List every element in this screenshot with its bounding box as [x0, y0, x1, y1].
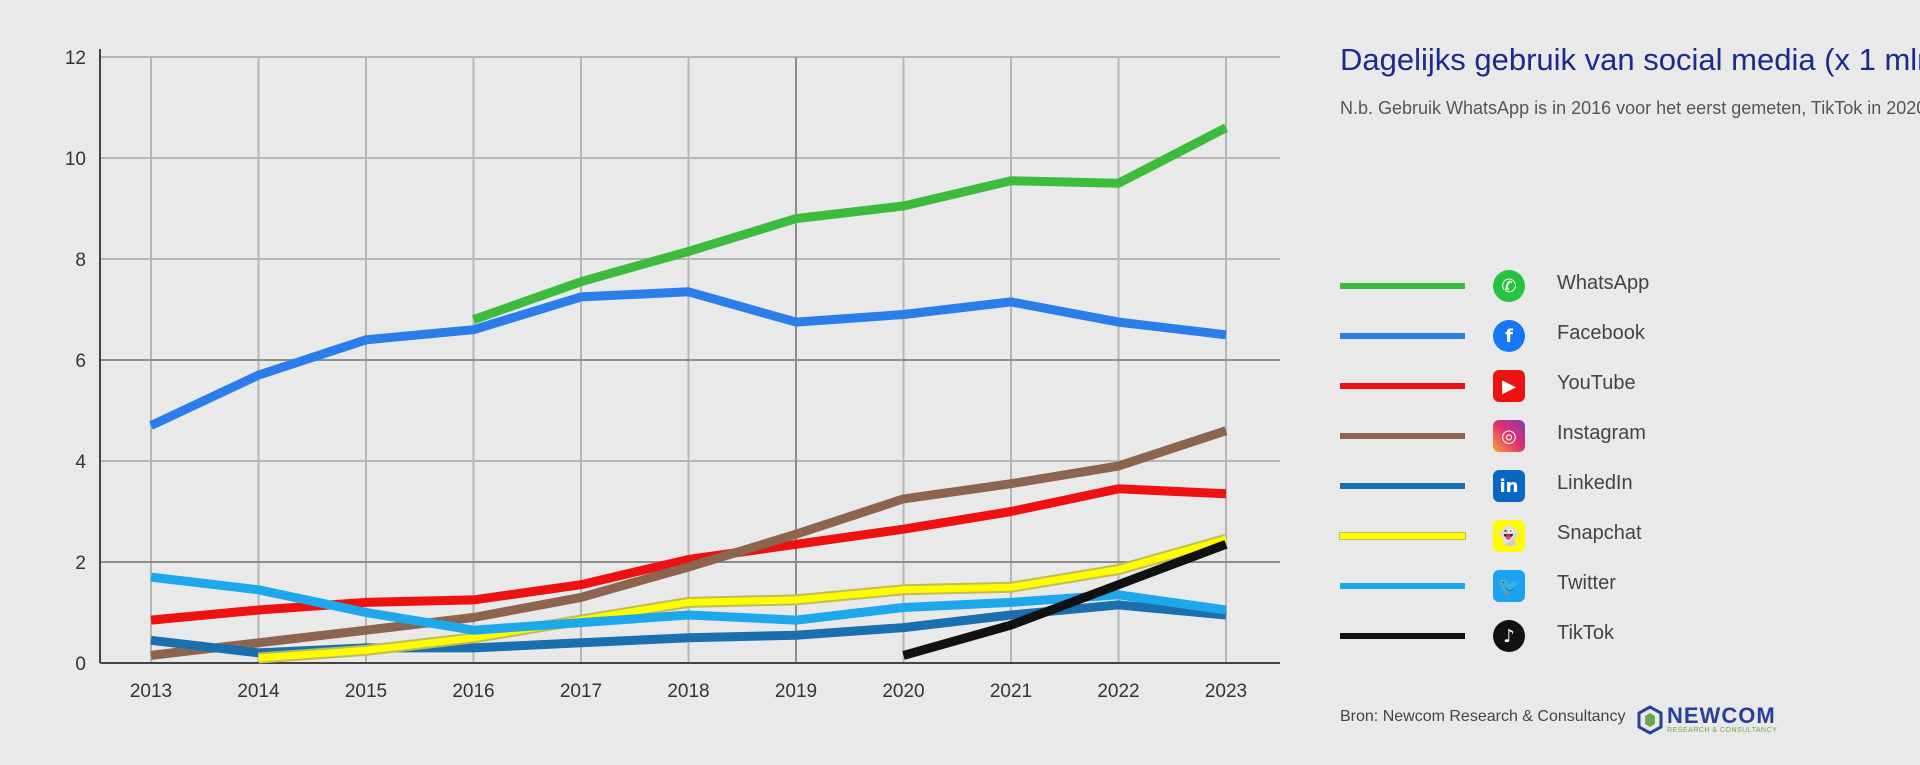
linkedin-icon: in — [1493, 470, 1525, 502]
logo-name: NEWCOM — [1667, 703, 1776, 728]
facebook-icon: f — [1493, 320, 1525, 352]
chart-subtitle: N.b. Gebruik WhatsApp is in 2016 voor he… — [1340, 98, 1920, 118]
legend-item-tiktok: ♪ TikTok — [1340, 610, 1900, 660]
series-line-twitter — [150, 572, 1227, 635]
y-tick-label: 4 — [75, 452, 86, 473]
legend-swatch-facebook — [1340, 333, 1465, 339]
legend-label-instagram: Instagram — [1557, 422, 1646, 444]
legend-swatch-snapchat — [1340, 533, 1465, 539]
series-line-facebook — [149, 287, 1227, 430]
x-tick-label: 2020 — [882, 681, 924, 702]
x-tick-label: 2022 — [1097, 681, 1139, 702]
series-line-tiktok — [902, 540, 1228, 660]
legend-item-linkedin: in LinkedIn — [1340, 460, 1900, 510]
x-tick-label: 2021 — [990, 681, 1032, 702]
x-tick-label: 2014 — [237, 681, 280, 702]
legend-label-whatsapp: WhatsApp — [1557, 272, 1650, 294]
tiktok-icon: ♪ — [1493, 620, 1525, 652]
y-tick-label: 8 — [75, 250, 86, 271]
legend-item-instagram: ◎ Instagram — [1340, 410, 1900, 460]
legend-label-facebook: Facebook — [1557, 322, 1645, 344]
legend-swatch-youtube — [1340, 383, 1465, 389]
y-tick-label: 2 — [75, 553, 86, 574]
legend: ✆ WhatsApp f Facebook ▶ YouTube ◎ Instagram in Li… — [1340, 260, 1900, 660]
series-line-instagram — [150, 426, 1228, 660]
twitter-icon: 🐦 — [1493, 570, 1525, 602]
legend-label-twitter: Twitter — [1557, 572, 1616, 594]
youtube-icon: ▶ — [1493, 370, 1525, 402]
x-tick-label: 2023 — [1205, 681, 1247, 702]
series-line-whatsapp — [472, 123, 1229, 324]
legend-swatch-whatsapp — [1340, 283, 1465, 289]
legend-label-tiktok: TikTok — [1557, 622, 1615, 644]
legend-item-snapchat: 👻 Snapchat — [1340, 510, 1900, 560]
y-tick-label: 10 — [65, 149, 86, 170]
y-axis-ticks: 0 2 4 6 8 10 12 — [65, 48, 87, 675]
series-lines — [149, 123, 1229, 664]
newcom-logo: NEWCOM RESEARCH & CONSULTANCY — [1637, 703, 1787, 739]
legend-item-youtube: ▶ YouTube — [1340, 360, 1900, 410]
whatsapp-icon: ✆ — [1493, 270, 1525, 302]
x-tick-label: 2018 — [667, 681, 709, 702]
x-tick-label: 2015 — [345, 681, 387, 702]
legend-item-facebook: f Facebook — [1340, 310, 1900, 360]
x-tick-label: 2013 — [130, 681, 172, 702]
x-tick-label: 2016 — [452, 681, 494, 702]
instagram-icon: ◎ — [1493, 420, 1525, 452]
legend-swatch-tiktok — [1340, 633, 1465, 639]
x-tick-label: 2019 — [775, 681, 817, 702]
series-line-snapchat — [258, 535, 1227, 662]
legend-swatch-linkedin — [1340, 483, 1465, 489]
snapchat-icon: 👻 — [1493, 520, 1525, 552]
x-axis-ticks: 2013 2014 2015 2016 2017 2018 2019 2020 2021 2022… — [130, 681, 1247, 702]
axes — [99, 49, 1280, 664]
legend-label-linkedin: LinkedIn — [1557, 472, 1633, 494]
legend-item-twitter: 🐦 Twitter — [1340, 560, 1900, 610]
y-tick-label: 12 — [65, 48, 86, 69]
legend-label-snapchat: Snapchat — [1557, 522, 1642, 544]
grid — [100, 56, 1280, 664]
chart-title: Dagelijks gebruik van social media (x 1 … — [1340, 42, 1920, 77]
legend-item-whatsapp: ✆ WhatsApp — [1340, 260, 1900, 310]
x-tick-label: 2017 — [560, 681, 602, 702]
legend-swatch-instagram — [1340, 433, 1465, 439]
newcom-logo-mark — [1637, 705, 1663, 735]
source-note: Bron: Newcom Research & Consultancy — [1340, 708, 1626, 725]
legend-label-youtube: YouTube — [1557, 372, 1636, 394]
y-tick-label: 0 — [75, 654, 86, 675]
logo-tagline: RESEARCH & CONSULTANCY — [1667, 727, 1778, 734]
y-tick-label: 6 — [75, 351, 86, 372]
legend-swatch-twitter — [1340, 583, 1465, 589]
